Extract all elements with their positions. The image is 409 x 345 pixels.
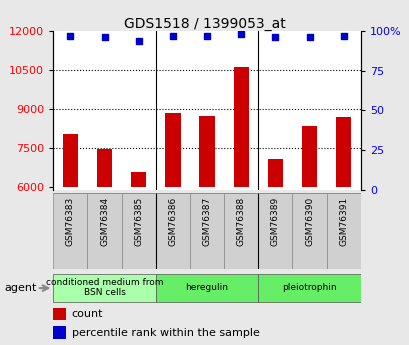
Bar	[189, 193, 224, 269]
Bar	[335, 117, 351, 187]
Text: GDS1518 / 1399053_at: GDS1518 / 1399053_at	[124, 17, 285, 31]
Bar	[63, 134, 78, 187]
Bar	[326, 193, 360, 269]
Bar	[53, 193, 87, 269]
Text: agent: agent	[4, 283, 36, 293]
Bar	[267, 159, 282, 187]
Bar	[53, 326, 65, 339]
Bar	[301, 126, 317, 187]
Text: GSM76385: GSM76385	[134, 197, 143, 246]
Point	[237, 31, 244, 37]
Bar	[199, 116, 214, 187]
Bar	[53, 308, 65, 320]
Bar	[224, 193, 258, 269]
Bar	[97, 149, 112, 187]
Text: GSM76383: GSM76383	[66, 197, 75, 246]
Text: percentile rank within the sample: percentile rank within the sample	[72, 328, 259, 337]
Point	[67, 33, 74, 39]
Bar	[292, 193, 326, 269]
Point	[135, 38, 142, 43]
Bar	[87, 193, 121, 269]
Point	[339, 33, 346, 39]
Text: heregulin: heregulin	[185, 283, 228, 292]
Bar	[258, 193, 292, 269]
Text: GSM76386: GSM76386	[168, 197, 177, 246]
Bar	[155, 193, 189, 269]
Bar	[121, 193, 155, 269]
Bar	[233, 68, 248, 187]
Text: conditioned medium from
BSN cells: conditioned medium from BSN cells	[46, 278, 163, 297]
Bar	[53, 274, 155, 302]
Text: GSM76389: GSM76389	[270, 197, 279, 246]
Bar	[258, 274, 360, 302]
Text: GSM76390: GSM76390	[304, 197, 313, 246]
Text: GSM76388: GSM76388	[236, 197, 245, 246]
Bar	[155, 274, 258, 302]
Text: count: count	[72, 309, 103, 319]
Text: GSM76387: GSM76387	[202, 197, 211, 246]
Point	[169, 33, 176, 39]
Point	[101, 34, 108, 40]
Point	[306, 34, 312, 40]
Text: pleiotrophin: pleiotrophin	[281, 283, 336, 292]
Bar	[165, 113, 180, 187]
Text: GSM76391: GSM76391	[338, 197, 347, 246]
Point	[203, 33, 210, 39]
Point	[272, 34, 278, 40]
Bar	[131, 171, 146, 187]
Text: GSM76384: GSM76384	[100, 197, 109, 246]
